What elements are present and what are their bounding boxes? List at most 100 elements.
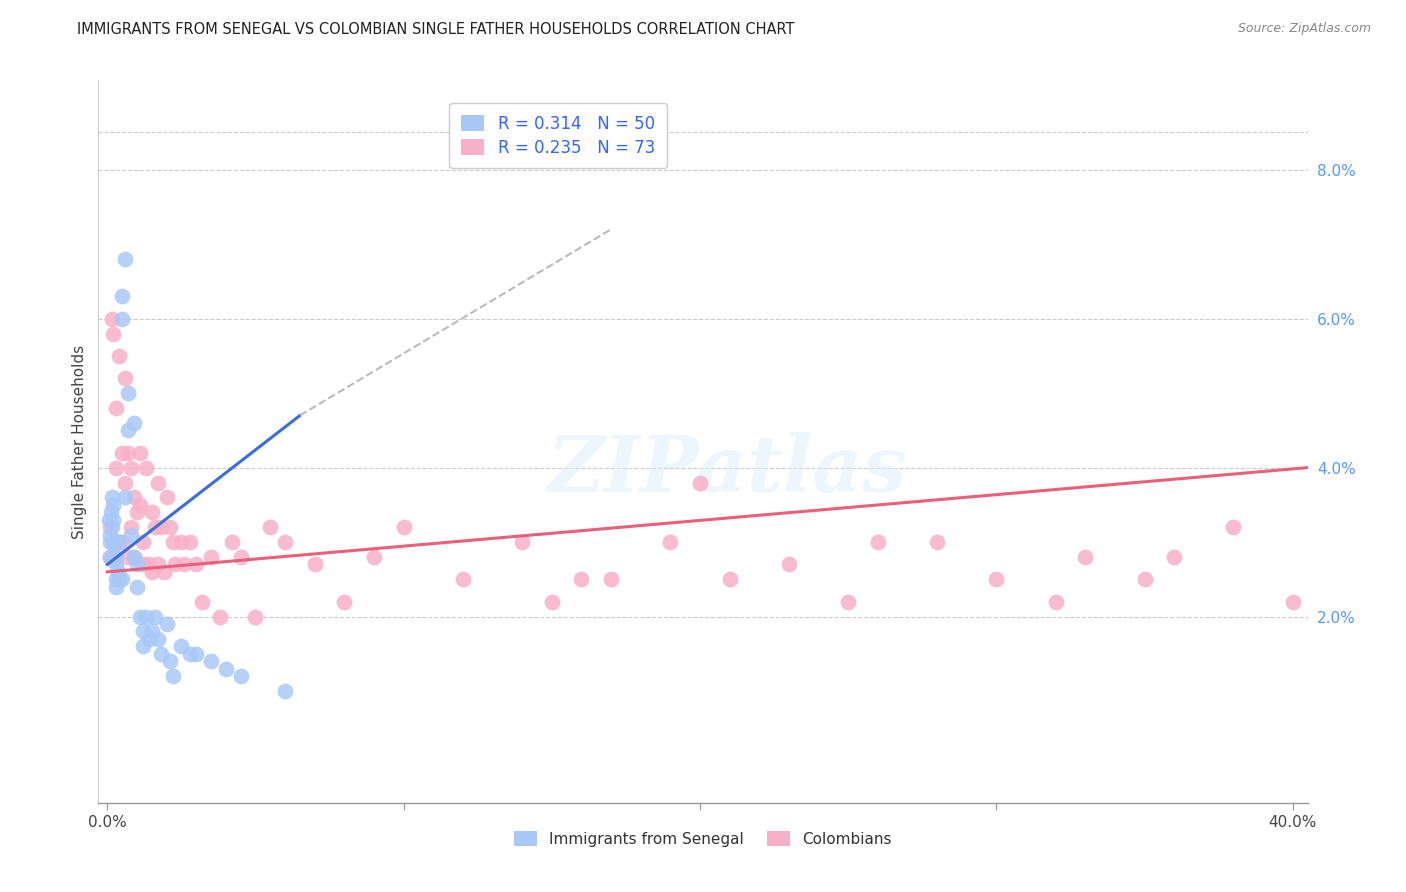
Point (866, 535, 889, 549)
Point (108, 349, 131, 363)
Point (105, 572, 128, 586)
Point (129, 609, 152, 624)
Point (146, 475, 169, 490)
Point (274, 684, 297, 698)
Point (245, 609, 267, 624)
Point (125, 558, 148, 572)
Point (103, 513, 125, 527)
Point (141, 505, 163, 519)
Point (451, 572, 474, 586)
Point (105, 558, 128, 572)
Point (108, 572, 131, 586)
Point (837, 595, 859, 609)
Point (155, 491, 177, 505)
Point (103, 498, 125, 512)
Point (117, 549, 139, 564)
Point (103, 326, 125, 341)
Point (571, 572, 593, 586)
Point (143, 520, 166, 534)
Point (108, 535, 131, 549)
Point (105, 580, 128, 594)
Point (114, 475, 136, 490)
Point (98, 520, 121, 534)
Point (179, 535, 201, 549)
Point (149, 647, 172, 661)
Point (105, 549, 128, 564)
Point (122, 416, 145, 430)
Point (117, 446, 139, 460)
Point (146, 558, 169, 572)
Text: Source: ZipAtlas.com: Source: ZipAtlas.com (1237, 22, 1371, 36)
Point (149, 520, 172, 534)
Point (143, 609, 166, 624)
Point (120, 527, 142, 541)
Point (132, 535, 155, 549)
Point (304, 558, 326, 572)
Point (97, 513, 120, 527)
Point (100, 311, 122, 326)
Point (111, 311, 134, 326)
Point (105, 401, 128, 415)
Point (986, 572, 1008, 586)
Point (105, 460, 128, 475)
Point (170, 535, 193, 549)
Point (1163, 549, 1185, 564)
Point (125, 580, 148, 594)
Point (1222, 520, 1244, 534)
Point (104, 549, 127, 564)
Legend: Immigrants from Senegal, Colombians: Immigrants from Senegal, Colombians (508, 825, 898, 853)
Point (98, 535, 121, 549)
Point (146, 632, 169, 646)
Point (274, 535, 297, 549)
Point (186, 647, 208, 661)
Point (510, 535, 533, 549)
Point (1281, 595, 1303, 609)
Point (100, 491, 122, 505)
Point (98, 549, 121, 564)
Point (152, 565, 174, 579)
Point (103, 549, 125, 564)
Point (392, 520, 415, 534)
Point (159, 654, 181, 668)
Point (141, 565, 163, 579)
Point (135, 460, 157, 475)
Point (103, 535, 125, 549)
Point (114, 491, 136, 505)
Point (540, 595, 562, 609)
Point (259, 520, 281, 534)
Point (200, 654, 222, 668)
Point (191, 595, 214, 609)
Point (120, 520, 142, 534)
Point (170, 640, 193, 654)
Point (718, 572, 741, 586)
Point (155, 617, 177, 632)
Point (111, 535, 134, 549)
Point (215, 662, 238, 676)
Point (114, 252, 136, 266)
Y-axis label: Single Father Households: Single Father Households (72, 344, 87, 539)
Point (179, 647, 201, 661)
Point (159, 520, 181, 534)
Point (186, 558, 208, 572)
Point (1133, 572, 1156, 586)
Point (1074, 549, 1097, 564)
Point (138, 558, 160, 572)
Point (221, 535, 243, 549)
Point (120, 460, 142, 475)
Point (122, 549, 145, 564)
Point (927, 535, 949, 549)
Point (111, 289, 134, 303)
Point (105, 535, 128, 549)
Point (162, 669, 184, 683)
Text: ZIPatlas: ZIPatlas (547, 433, 907, 508)
Point (129, 446, 152, 460)
Point (111, 446, 134, 460)
Point (208, 609, 231, 624)
Point (114, 371, 136, 385)
Point (111, 572, 134, 586)
Point (117, 423, 139, 437)
Point (107, 565, 129, 579)
Point (100, 505, 122, 519)
Point (138, 632, 160, 646)
Point (108, 535, 131, 549)
